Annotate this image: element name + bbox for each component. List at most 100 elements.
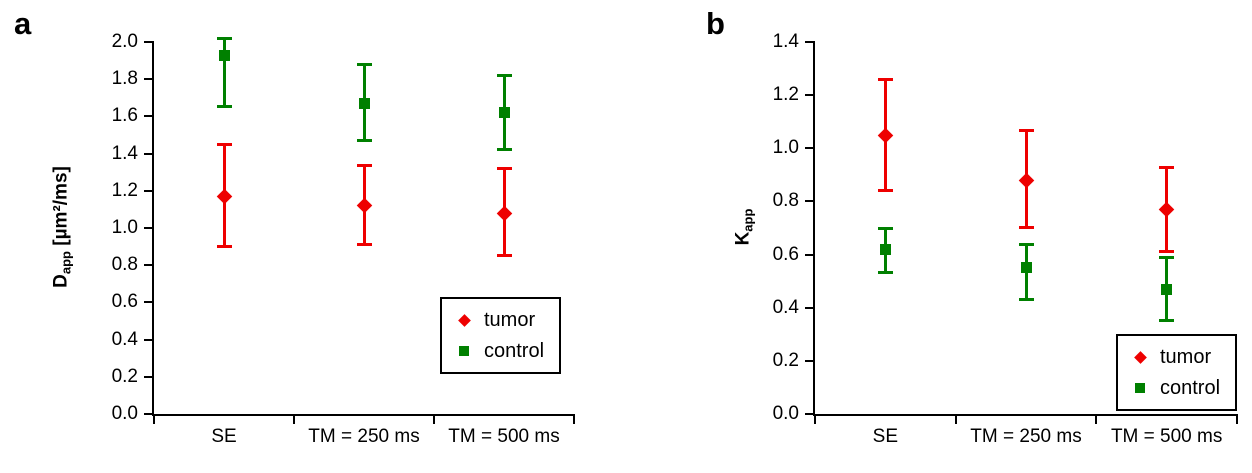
error-bar-cap-control (356, 138, 372, 142)
error-bar-cap-tumor (496, 253, 512, 257)
y-tick-b (805, 413, 815, 415)
legend-label-control: control (1160, 377, 1221, 399)
category-label-b: TM = 500 ms (1110, 426, 1223, 447)
y-tick-label-a: 0.4 (111, 328, 138, 350)
x-tick-a (153, 414, 155, 424)
y-tick-b (805, 147, 815, 150)
legend-diamond-icon (1133, 350, 1147, 364)
y-tick-label-b: 1.0 (772, 137, 799, 159)
category-label-b: TM = 250 ms (970, 426, 1082, 447)
y-tick-a (144, 78, 154, 81)
y-axis-title-part: [µm²/ms] (50, 166, 72, 251)
legend-square-icon (459, 346, 469, 356)
error-bar-cap-control (216, 37, 232, 41)
x-tick-b (1095, 414, 1098, 424)
error-bar-cap-control (1018, 242, 1034, 246)
legend-label-control: control (484, 340, 545, 362)
y-tick-a (144, 41, 154, 43)
legend-b: tumor control (1116, 334, 1238, 411)
y-tick-label-a: 1.2 (111, 179, 138, 201)
data-marker-tumor (496, 205, 512, 221)
y-tick-label-a: 1.0 (111, 217, 138, 238)
y-tick-label-b: 0.2 (772, 349, 799, 371)
legend-label-tumor: tumor (1160, 346, 1212, 368)
legend-marker-wrap (457, 313, 471, 327)
y-tick-a (144, 115, 154, 118)
legend-label-tumor: tumor (484, 309, 536, 331)
panel-label-a: a (14, 6, 32, 41)
plot-area-b: 0.0 0.2 0.4 0.6 0.8 1.0 1.2 1.4 SE TM = 250 ms TM … (773, 31, 1238, 447)
data-marker-tumor (216, 188, 232, 205)
legend-a: tumor control (440, 297, 562, 374)
y-tick-label-a: 1.6 (111, 105, 138, 127)
y-tick-a (144, 227, 154, 229)
y-tick-label-b: 0.6 (772, 243, 799, 265)
y-tick-b (805, 94, 815, 97)
y-tick-label-b: 1.2 (772, 84, 799, 106)
data-marker-tumor (1018, 172, 1034, 188)
error-bar-cap-tumor (496, 167, 512, 171)
y-axis-title-a: Dapp [µm²/ms] (51, 166, 74, 288)
error-bar-cap-tumor (216, 143, 232, 147)
y-tick-label-b: 0.4 (772, 296, 799, 318)
category-label-b: SE (872, 426, 898, 447)
data-marker-tumor (877, 127, 894, 143)
y-tick-label-a: 0.8 (111, 254, 138, 276)
error-bar-cap-control (1159, 256, 1175, 260)
error-bar-cap-tumor (877, 78, 893, 82)
error-bar-cap-control (877, 227, 893, 230)
error-bar-cap-tumor (356, 163, 372, 167)
y-axis-title-part: D (50, 274, 72, 288)
data-marker-control (1161, 283, 1173, 295)
y-tick-b (805, 359, 815, 362)
chart-panel-a: a Dapp [µm²/ms] 0.0 0.2 0.4 0.6 0.8 1.0 1.2 1.4… (14, 6, 575, 447)
y-tick-b (805, 253, 815, 256)
legend-marker-wrap (1133, 350, 1147, 364)
error-bar-cap-tumor (1159, 249, 1175, 253)
x-tick-a (433, 414, 435, 424)
legend-item-control: control (1133, 376, 1220, 400)
data-marker-tumor (356, 197, 372, 214)
legend-item-control: control (457, 339, 544, 363)
data-marker-control (358, 97, 370, 109)
y-tick-b (805, 200, 815, 203)
y-tick-label-a: 1.4 (111, 142, 138, 164)
error-bar-cap-control (216, 105, 232, 109)
category-label-a: SE (211, 426, 237, 447)
y-tick-label-a: 2.0 (111, 31, 138, 52)
y-tick-label-a: 0.0 (111, 403, 138, 424)
y-tick-label-a: 1.8 (111, 68, 138, 90)
data-marker-control (879, 243, 891, 255)
x-tick-b (814, 414, 816, 424)
error-bar-cap-tumor (1159, 165, 1175, 169)
legend-square-icon (1135, 383, 1145, 393)
x-tick-b (1236, 414, 1238, 424)
y-tick-label-a: 0.6 (111, 291, 138, 313)
x-tick-b (954, 414, 957, 424)
x-tick-a (573, 414, 575, 424)
legend-item-tumor: tumor (1133, 345, 1220, 369)
y-tick-a (144, 413, 154, 415)
y-tick-label-b: 1.4 (772, 31, 799, 52)
y-tick-label-b: 0.8 (772, 190, 799, 212)
error-bar-cap-tumor (216, 244, 232, 248)
legend-marker-wrap (457, 344, 471, 358)
error-bar-cap-control (877, 271, 893, 275)
error-bar-cap-tumor (356, 242, 372, 246)
error-bar-cap-control (496, 74, 512, 78)
y-tick-a (144, 375, 154, 378)
y-tick-a (144, 301, 154, 304)
plot-area-a: 0.0 0.2 0.4 0.6 0.8 1.0 1.2 1.4 1.6 1.8 2.0 SE TM = … (112, 31, 575, 447)
y-axis-title-part: app (58, 250, 74, 275)
error-bar-cap-control (1159, 319, 1175, 322)
y-axis-title-b: Kapp (733, 209, 756, 246)
y-tick-b (805, 41, 815, 43)
error-bar-cap-tumor (1018, 128, 1034, 132)
y-tick-a (144, 338, 154, 341)
y-tick-label-b: 0.0 (772, 403, 799, 424)
y-tick-a (144, 189, 154, 192)
category-label-a: TM = 500 ms (448, 426, 560, 447)
y-tick-a (144, 152, 154, 155)
legend-diamond-icon (457, 313, 471, 327)
